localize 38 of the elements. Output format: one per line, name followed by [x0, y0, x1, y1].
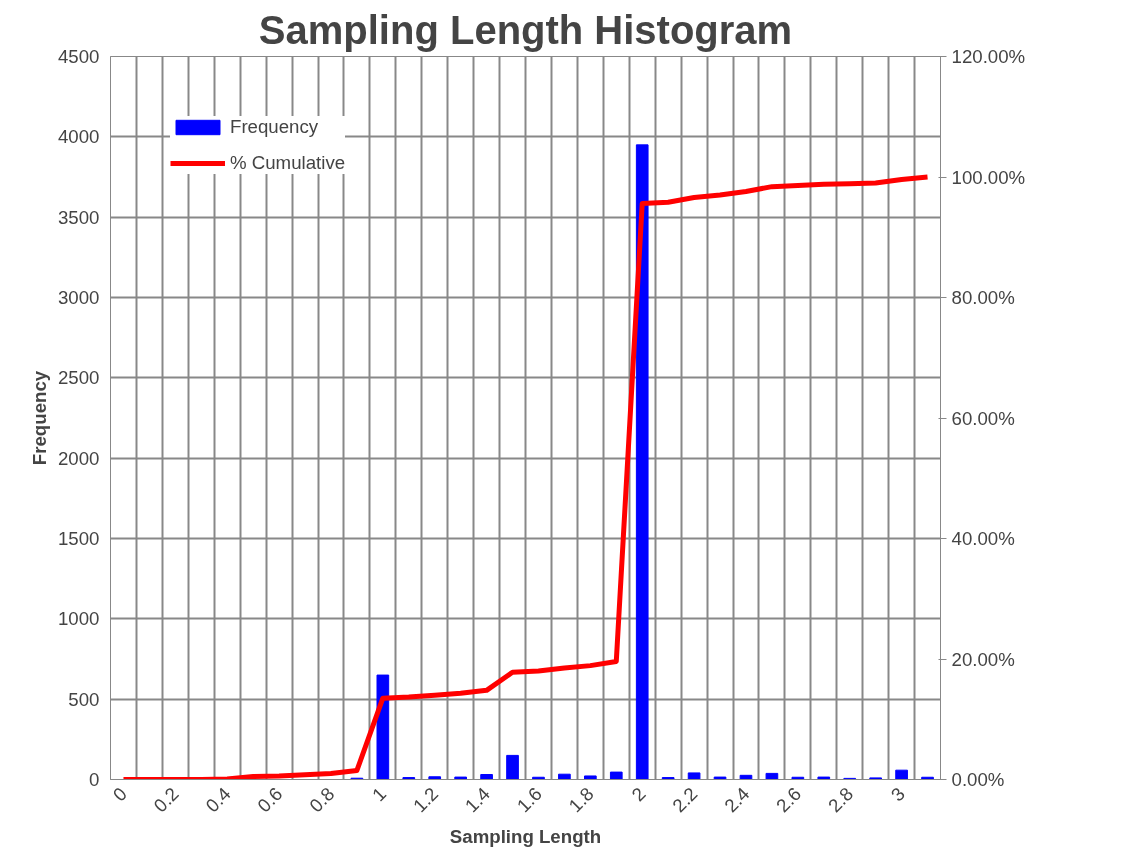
y2-tick-label: 100.00% [951, 166, 1026, 188]
x-tick-label: 1.4 [460, 783, 495, 817]
y-tick-label: 1500 [58, 528, 100, 549]
x-tick-label: 0.2 [149, 783, 183, 817]
x-tick-label: 1.8 [564, 783, 598, 817]
y2-tick-label: 120.00% [951, 46, 1026, 67]
chart-title: Sampling Length Histogram [258, 7, 793, 52]
x-tick-label: 2.4 [720, 783, 754, 817]
x-tick-label: 2 [627, 783, 650, 806]
y2-tick-label: 40.00% [951, 528, 1015, 549]
y2-tick-label: 60.00% [951, 407, 1015, 429]
x-tick-label: 2.6 [772, 783, 806, 817]
x-tick-label: 0 [108, 783, 131, 806]
x-tick-label: 2.8 [823, 783, 858, 817]
y-tick-label: 2500 [58, 367, 100, 389]
legend-label: Frequency [230, 116, 319, 138]
x-axis-title: Sampling Length [449, 826, 602, 848]
y-tick-label: 3500 [58, 206, 100, 228]
x-tick-label: 1 [368, 783, 391, 806]
y-tick-label: 1000 [58, 608, 100, 630]
legend-label: % Cumulative [230, 152, 346, 174]
y-tick-label: 3000 [58, 287, 100, 308]
y2-tick-label: 0.00% [951, 769, 1005, 790]
y-tick-label: 2000 [58, 447, 100, 469]
x-tick-label: 1.2 [408, 783, 443, 817]
y-tick-label: 500 [68, 688, 100, 710]
x-tick-label: 0.8 [305, 783, 339, 817]
y-tick-label: 4000 [58, 126, 100, 148]
x-tick-label: 0.6 [253, 783, 287, 817]
y-axis-title: Frequency [29, 370, 50, 466]
y-tick-label: 0 [89, 769, 100, 790]
y2-tick-label: 80.00% [951, 287, 1015, 308]
x-tick-label: 1.6 [512, 783, 546, 817]
y-tick-label: 4500 [58, 46, 100, 67]
y2-tick-label: 20.00% [951, 648, 1015, 670]
x-tick-label: 0.4 [201, 783, 235, 817]
x-tick-label: 3 [886, 783, 910, 806]
x-tick-label: 2.2 [668, 783, 702, 817]
